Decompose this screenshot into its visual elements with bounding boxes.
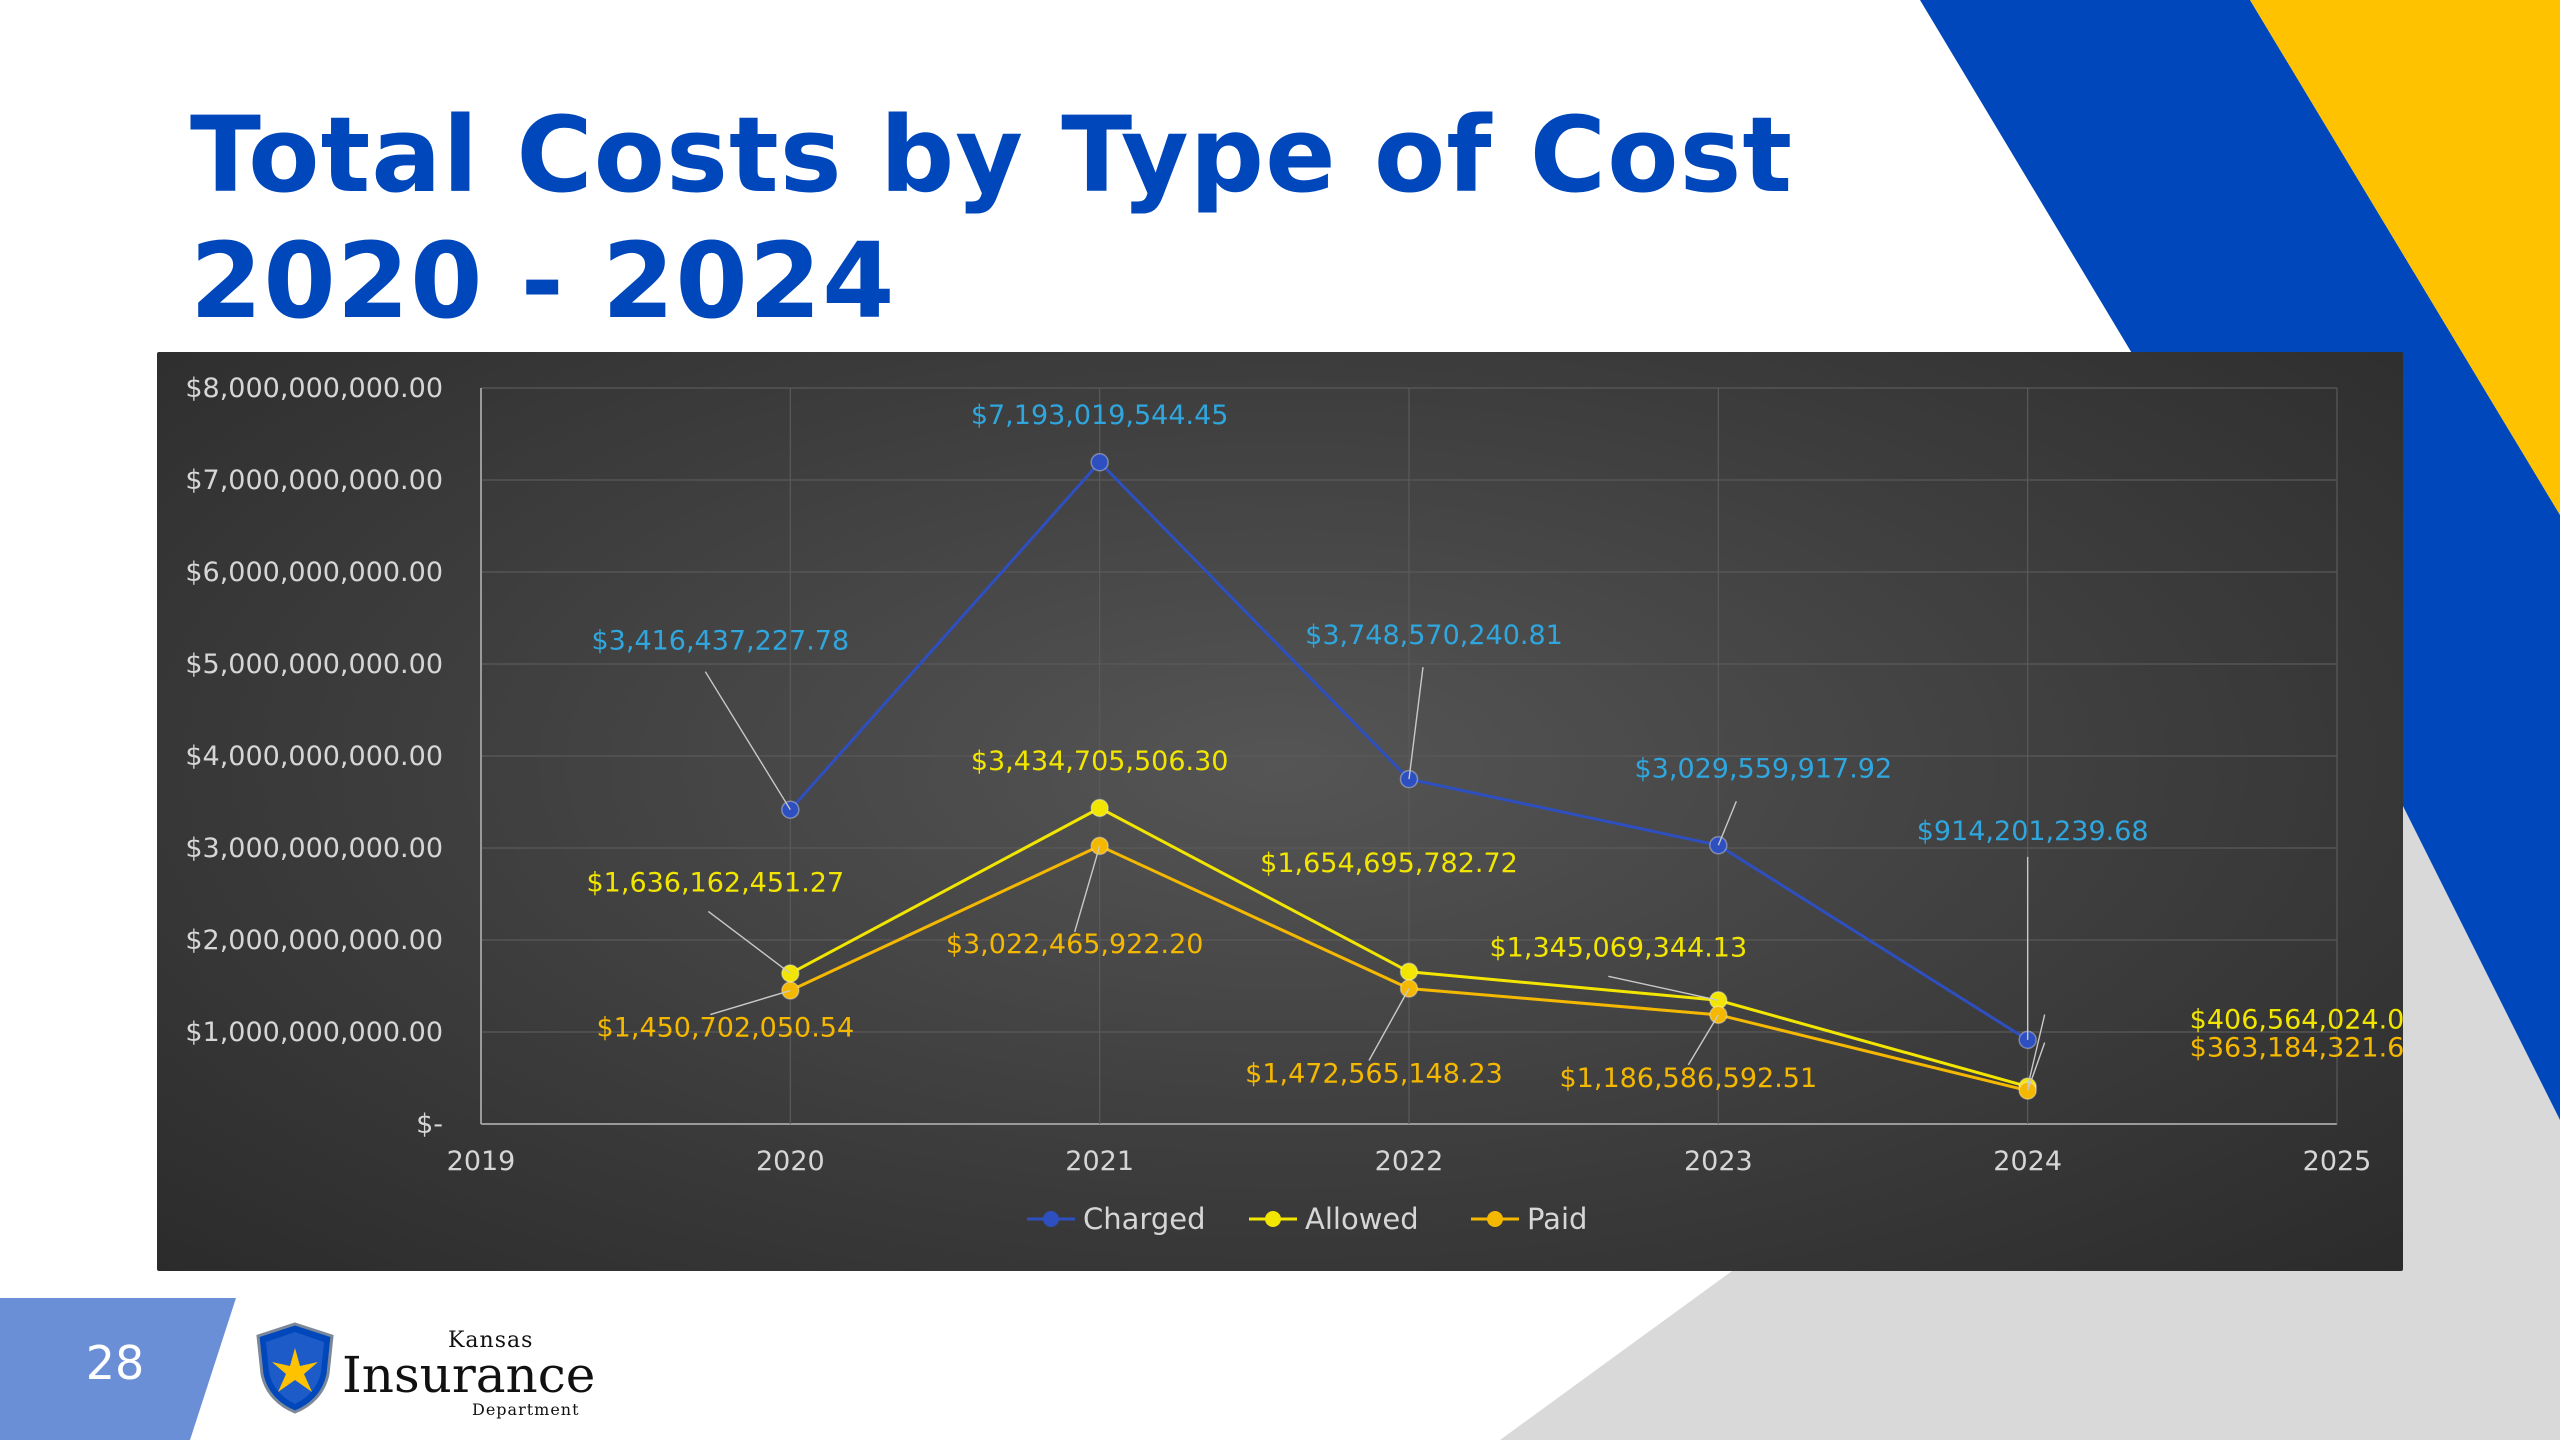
data-label: $1,636,162,451.27 bbox=[587, 867, 845, 898]
slide-title: Total Costs by Type of Cost 2020 - 2024 bbox=[190, 92, 1793, 344]
legend-label: Allowed bbox=[1305, 1202, 1419, 1236]
chart-panel: $- $1,000,000,000.00 $2,000,000,000.00 $3,0… bbox=[157, 352, 2403, 1271]
data-point-charged bbox=[1709, 836, 1728, 855]
leader-line bbox=[1717, 801, 1737, 846]
leader-line bbox=[1608, 975, 1719, 1001]
logo-word-department: Department bbox=[472, 1400, 580, 1419]
yellow-band bbox=[2250, 0, 2560, 515]
data-label: $1,450,702,050.54 bbox=[597, 1013, 855, 1044]
leader-line bbox=[2026, 1014, 2046, 1087]
y-tick-label: $3,000,000,000.00 bbox=[185, 833, 443, 864]
data-label: $3,416,437,227.78 bbox=[592, 626, 850, 657]
legend-label: Paid bbox=[1527, 1202, 1587, 1236]
data-label: $914,201,239.68 bbox=[1917, 816, 2149, 847]
y-tick-label: $- bbox=[416, 1109, 443, 1140]
data-label: $1,345,069,344.13 bbox=[1490, 932, 1748, 963]
data-label: $1,472,565,148.23 bbox=[1245, 1059, 1503, 1090]
title-line-1: Total Costs by Type of Cost bbox=[190, 94, 1794, 216]
data-point-charged bbox=[1090, 452, 1109, 472]
y-tick-label: $5,000,000,000.00 bbox=[185, 649, 443, 680]
x-tick-label: 2020 bbox=[756, 1146, 825, 1177]
y-tick-label: $6,000,000,000.00 bbox=[185, 557, 443, 588]
data-label: $3,029,559,917.92 bbox=[1635, 753, 1893, 784]
data-label: $406,564,024.09 bbox=[2190, 1005, 2403, 1036]
leader-line bbox=[707, 910, 791, 975]
data-label: $7,193,019,544.45 bbox=[971, 400, 1229, 431]
blue-band bbox=[1920, 0, 2560, 1120]
data-point-paid bbox=[1090, 836, 1109, 856]
data-point-allowed bbox=[1399, 962, 1419, 982]
leader-line bbox=[1408, 667, 1424, 780]
x-tick-label: 2024 bbox=[1993, 1146, 2062, 1177]
page-number-tab bbox=[0, 1298, 236, 1440]
data-label: $3,434,705,506.30 bbox=[971, 746, 1229, 777]
y-tick-label: $2,000,000,000.00 bbox=[185, 925, 443, 956]
data-label: $363,184,321.68 bbox=[2190, 1033, 2403, 1064]
y-tick-label: $1,000,000,000.00 bbox=[185, 1017, 443, 1048]
leader-line bbox=[710, 989, 791, 1016]
x-tick-label: 2023 bbox=[1684, 1146, 1753, 1177]
leader-line bbox=[1687, 1014, 1719, 1066]
shield-icon bbox=[256, 1322, 334, 1414]
y-tick-label: $4,000,000,000.00 bbox=[185, 741, 443, 772]
data-label: $3,748,570,240.81 bbox=[1305, 620, 1563, 651]
kansas-insurance-logo: Kansas Insurance Department bbox=[250, 1318, 610, 1419]
x-tick-label: 2019 bbox=[447, 1146, 516, 1177]
legend-swatch-marker bbox=[1487, 1211, 1503, 1227]
logo-word-kansas: Kansas bbox=[448, 1328, 534, 1353]
leader-line bbox=[704, 671, 791, 811]
x-tick-label: 2022 bbox=[1375, 1146, 1444, 1177]
data-point-allowed bbox=[1090, 798, 1109, 818]
title-line-2: 2020 - 2024 bbox=[190, 220, 896, 342]
x-tick-label: 2021 bbox=[1065, 1146, 1134, 1177]
y-tick-label: $8,000,000,000.00 bbox=[185, 373, 443, 404]
legend-label: Charged bbox=[1083, 1202, 1205, 1236]
leader-line bbox=[1073, 845, 1101, 933]
leader-line bbox=[1368, 988, 1410, 1061]
data-label: $3,022,465,922.20 bbox=[946, 929, 1204, 960]
x-tick-label: 2025 bbox=[2303, 1146, 2372, 1177]
page-number: 28 bbox=[85, 1336, 145, 1390]
logo-word-insurance: Insurance bbox=[342, 1346, 596, 1404]
line-chart: $- $1,000,000,000.00 $2,000,000,000.00 $3,0… bbox=[185, 373, 2403, 1236]
y-tick-label: $7,000,000,000.00 bbox=[185, 465, 443, 496]
legend-swatch-marker bbox=[1265, 1211, 1281, 1227]
legend-swatch-marker bbox=[1043, 1211, 1059, 1227]
data-label: $1,654,695,782.72 bbox=[1260, 848, 1518, 879]
data-label: $1,186,586,592.51 bbox=[1560, 1063, 1818, 1094]
leader-line bbox=[2027, 1042, 2046, 1091]
